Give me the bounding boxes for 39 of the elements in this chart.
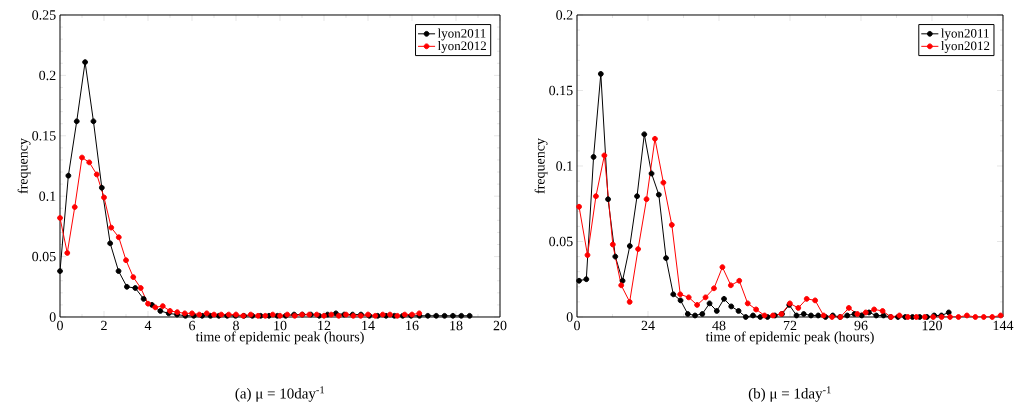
x-tick-label: 16	[406, 320, 419, 331]
y-axis-title: frequency	[17, 138, 31, 194]
x-tick-label: 20	[493, 320, 507, 331]
x-tick-label: 0	[57, 320, 63, 331]
x-tick-label: 12	[318, 320, 331, 331]
y-axis-title: frequency	[534, 138, 548, 194]
x-axis-title: time of epidemic peak (hours)	[195, 331, 364, 345]
y-tick-label: 0.1	[39, 191, 56, 201]
legend-label: lyon2012	[941, 41, 990, 53]
y-tick-label: 0	[49, 312, 56, 322]
y-tick-label: 0.25	[32, 10, 56, 20]
x-tick-label: 0	[574, 320, 580, 331]
y-tick-label: 0.05	[32, 251, 56, 262]
y-tick-label: 0.2	[556, 10, 573, 20]
x-tick-label: 144	[993, 320, 1014, 331]
x-tick-label: 14	[362, 320, 375, 331]
x-tick-label: 18	[450, 320, 463, 331]
x-tick-label: 6	[189, 320, 196, 331]
x-tick-label: 96	[854, 320, 868, 331]
text: (a) μ = 10day$^{-1}$	[235, 386, 325, 402]
text: (b) μ = 1day$^{-1}$	[748, 386, 831, 402]
x-tick-label: 120	[922, 320, 942, 331]
x-tick-label: 72	[783, 320, 797, 331]
legend-label: lyon2012	[437, 41, 486, 53]
legend-label: lyon2011	[941, 28, 989, 41]
y-tick-label: 0.15	[32, 131, 56, 141]
y-tick-label: 0	[566, 312, 573, 322]
x-tick-label: 8	[233, 320, 239, 331]
x-tick-label: 24	[641, 320, 655, 331]
y-tick-label: 0.1	[556, 161, 573, 171]
x-tick-label: 10	[274, 320, 287, 331]
x-axis-title: time of epidemic peak (hours)	[705, 331, 874, 345]
y-tick-label: 0.15	[549, 85, 573, 96]
y-tick-label: 0.05	[549, 236, 573, 247]
x-tick-label: 48	[712, 320, 726, 331]
x-tick-label: 4	[144, 320, 152, 331]
y-tick-label: 0.2	[39, 70, 56, 81]
legend-label: lyon2011	[437, 28, 486, 41]
x-tick-label: 2	[101, 320, 107, 331]
